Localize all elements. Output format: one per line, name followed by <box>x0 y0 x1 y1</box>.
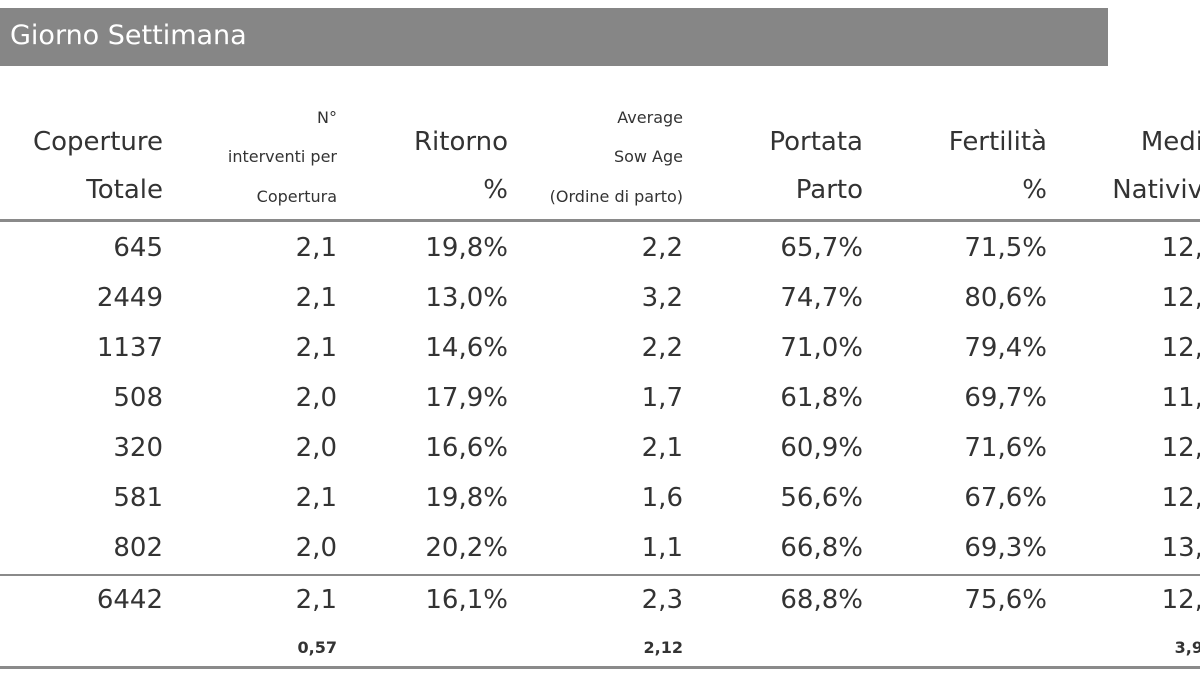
cell: 14,6% <box>425 333 508 363</box>
cell: 2,1 <box>641 433 683 463</box>
column-header: Portata <box>769 127 863 157</box>
column-header: (Ordine di parto) <box>549 187 683 206</box>
cell: 12, <box>1161 283 1200 313</box>
cell: 17,9% <box>425 383 508 413</box>
cell: 1,7 <box>641 383 683 413</box>
cell: 11, <box>1161 383 1200 413</box>
total-cell: 16,1% <box>425 585 508 615</box>
cell: 71,5% <box>964 233 1047 263</box>
cell: 16,6% <box>425 433 508 463</box>
column-header: Medi <box>1140 127 1200 157</box>
column-header: interventi per <box>227 147 337 166</box>
cell: 80,6% <box>964 283 1047 313</box>
column-header: Ritorno <box>413 127 508 157</box>
cell: 69,3% <box>964 533 1047 563</box>
column-header: Coperture <box>32 127 163 157</box>
cell: 13,0% <box>425 283 508 313</box>
cell: 67,6% <box>964 483 1047 513</box>
column-header: Copertura <box>256 187 337 206</box>
footer-cell: 2,12 <box>643 638 683 657</box>
cell: 71,6% <box>964 433 1047 463</box>
column-header: N° <box>317 108 337 127</box>
cell: 79,4% <box>964 333 1047 363</box>
cell: 3,2 <box>641 283 683 313</box>
cell: 320 <box>113 433 163 463</box>
column-header: Totale <box>86 175 163 205</box>
cell: 1137 <box>96 333 163 363</box>
column-header: Sow Age <box>613 147 683 166</box>
title-bar: Giorno Settimana <box>0 8 1108 66</box>
column-header: Parto <box>795 175 863 205</box>
column-header: Fertilità <box>948 127 1047 157</box>
cell: 2,0 <box>295 533 337 563</box>
cell: 508 <box>113 383 163 413</box>
total-cell: 68,8% <box>780 585 863 615</box>
footer-cell: 0,57 <box>297 638 337 657</box>
cell: 1,6 <box>641 483 683 513</box>
bottom-rule <box>0 666 1200 669</box>
column-header: Nativiv <box>1112 175 1200 205</box>
cell: 12, <box>1161 433 1200 463</box>
cell: 66,8% <box>780 533 863 563</box>
cell: 13, <box>1161 533 1200 563</box>
cell: 60,9% <box>780 433 863 463</box>
total-cell: 12, <box>1161 585 1200 615</box>
column-header: % <box>1022 175 1047 205</box>
cell: 19,8% <box>425 483 508 513</box>
cell: 12, <box>1161 483 1200 513</box>
cell: 2,1 <box>295 333 337 363</box>
cell: 2,1 <box>295 233 337 263</box>
cell: 581 <box>113 483 163 513</box>
cell: 56,6% <box>780 483 863 513</box>
cell: 2,0 <box>295 433 337 463</box>
cell: 645 <box>113 233 163 263</box>
cell: 2449 <box>96 283 163 313</box>
cell: 71,0% <box>780 333 863 363</box>
cell: 2,2 <box>641 333 683 363</box>
total-cell: 75,6% <box>964 585 1047 615</box>
cell: 19,8% <box>425 233 508 263</box>
cell: 74,7% <box>780 283 863 313</box>
cell: 69,7% <box>964 383 1047 413</box>
cell: 802 <box>113 533 163 563</box>
total-rule <box>0 574 1200 576</box>
total-cell: 2,1 <box>295 585 337 615</box>
cell: 2,1 <box>295 283 337 313</box>
column-header: % <box>483 175 508 205</box>
cell: 1,1 <box>641 533 683 563</box>
cell: 65,7% <box>780 233 863 263</box>
cell: 2,0 <box>295 383 337 413</box>
cell: 61,8% <box>780 383 863 413</box>
column-header: Average <box>617 108 683 127</box>
total-cell: 6442 <box>96 585 163 615</box>
cell: 12, <box>1161 333 1200 363</box>
header-rule <box>0 219 1200 222</box>
cell: 12, <box>1161 233 1200 263</box>
cell: 2,1 <box>295 483 337 513</box>
cell: 20,2% <box>425 533 508 563</box>
title: Giorno Settimana <box>10 20 247 51</box>
footer-cell: 3,9 <box>1174 638 1200 657</box>
cell: 2,2 <box>641 233 683 263</box>
total-cell: 2,3 <box>641 585 683 615</box>
